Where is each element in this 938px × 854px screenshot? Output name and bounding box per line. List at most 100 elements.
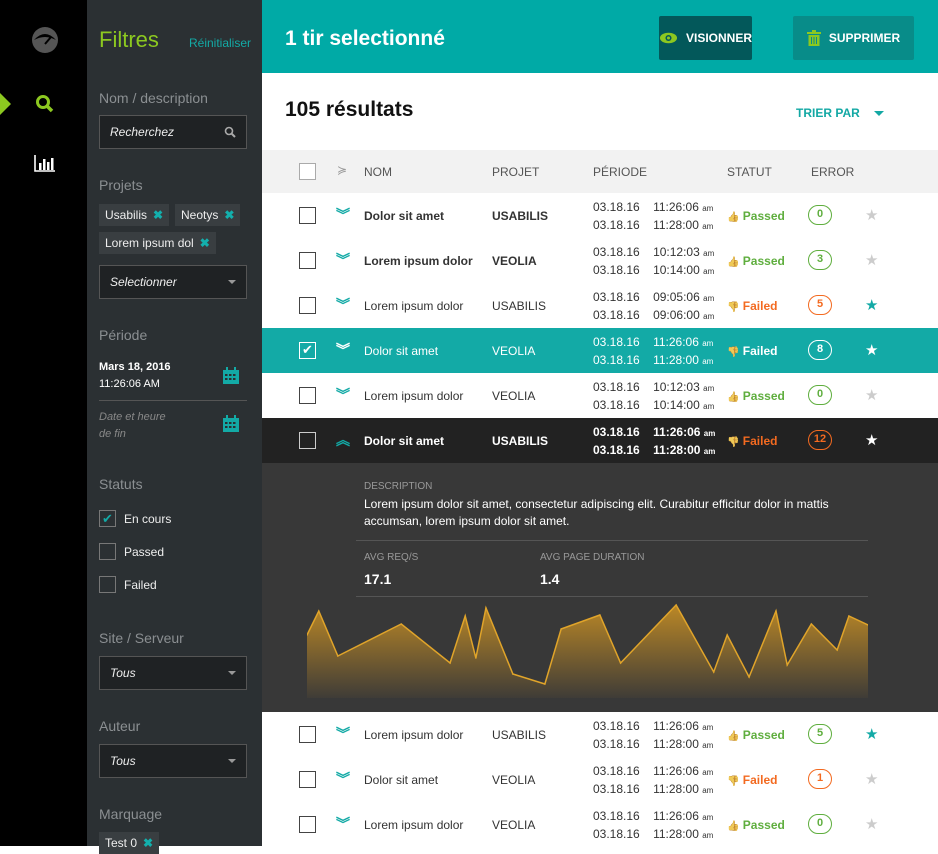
row-checkbox[interactable] [299,726,316,743]
row-detail-panel: DESCRIPTION Lorem ipsum dolor sit amet, … [262,463,938,712]
reset-link[interactable]: Réinitialiser [189,36,252,50]
tag-label: Usabilis [105,208,148,222]
star-icon[interactable]: ★ [865,252,879,269]
table-row[interactable]: ︾ Lorem ipsum dolor VEOLIA 03.18.16 10:12:0… [262,238,938,283]
thumbs-down-icon: 👎 [727,776,740,787]
row-name[interactable]: Lorem ipsum dolor [364,389,464,403]
table-row[interactable]: ︾ Dolor sit amet VEOLIA 03.18.16 11:26:06 a… [262,757,938,802]
row-name[interactable]: Lorem ipsum dolor [364,299,464,313]
table-row[interactable]: ✔ ︾ Dolor sit amet VEOLIA 03.18.16 11:26:06 … [262,328,938,373]
end-date-input[interactable]: Date et heure de fin [99,409,166,443]
status-en-cours-checkbox[interactable]: ✔ En cours [99,510,171,527]
start-date: 03.18.16 [593,335,640,349]
status-failed-checkbox[interactable]: Failed [99,576,157,593]
chart-point [337,655,339,657]
row-name[interactable]: Lorem ipsum dolor [364,254,473,268]
status-text: Passed [742,209,785,223]
calendar-icon[interactable] [222,367,240,385]
chart-icon[interactable] [30,148,60,178]
status-text: Passed [742,728,785,742]
star-icon[interactable]: ★ [865,771,879,788]
error-count: 3 [808,250,832,270]
author-select[interactable]: Tous [99,744,247,778]
table-row[interactable]: ︾ Lorem ipsum dolor USABILIS 03.18.16 09:05… [262,283,938,328]
row-name[interactable]: Dolor sit amet [364,344,439,358]
row-name[interactable]: Dolor sit amet [364,209,445,223]
column-status[interactable]: STATUT [727,165,772,179]
row-checkbox[interactable] [299,252,316,269]
row-name[interactable]: Dolor sit amet [364,434,445,448]
table-row[interactable]: ︾ Lorem ipsum dolor VEOLIA 03.18.16 11:26:0… [262,802,938,847]
column-error[interactable]: ERROR [811,165,855,179]
expand-chevron-icon[interactable]: ︾ [336,252,350,268]
delete-button[interactable]: SUPPRIMER [793,16,914,60]
star-icon[interactable]: ★ [865,816,879,833]
site-select[interactable]: Tous [99,656,247,690]
project-select[interactable]: Selectionner [99,265,247,299]
start-date: 03.18.16 [593,425,640,439]
star-icon[interactable]: ★ [865,207,879,224]
row-checkbox[interactable] [299,207,316,224]
avg-page-label: AVG PAGE DURATION [540,552,645,563]
row-checkbox[interactable]: ✔ [299,342,316,359]
search-icon[interactable] [30,89,60,119]
column-period[interactable]: PÉRIODE [593,165,648,179]
star-icon[interactable]: ★ [865,726,879,743]
row-name[interactable]: Lorem ipsum dolor [364,818,464,832]
filters-sidebar: Filtres Réinitialiser Nom / description … [87,0,262,854]
calendar-icon[interactable] [222,415,240,433]
collapse-chevron-icon[interactable]: ︽ [336,432,350,448]
row-period: 03.18.16 11:26:06 am 03.18.16 11:28:00 am [593,424,715,460]
remove-tag-icon[interactable]: ✖ [153,208,164,222]
expand-chevron-icon[interactable]: ︾ [336,726,350,742]
star-icon[interactable]: ★ [865,387,879,404]
ampm: am [702,831,714,840]
view-button[interactable]: VISIONNER [659,16,752,60]
period-label: Période [99,327,148,343]
table-row[interactable]: ︾ Lorem ipsum dolor VEOLIA 03.18.16 10:12:0… [262,373,938,418]
expand-chevron-icon[interactable]: ︾ [336,387,350,403]
row-checkbox[interactable] [299,771,316,788]
expand-chevron-icon[interactable]: ︾ [336,771,350,787]
row-checkbox[interactable] [299,297,316,314]
sort-dropdown[interactable]: TRIER PAR [796,106,884,120]
thumbs-up-icon: 👍 [727,392,740,403]
checkbox[interactable] [99,576,116,593]
column-project[interactable]: PROJET [492,165,540,179]
expand-all-icon[interactable]: ≽ [337,163,348,177]
star-icon[interactable]: ★ [865,432,879,449]
search-input[interactable]: Recherchez [99,115,247,149]
expand-chevron-icon[interactable]: ︾ [336,816,350,832]
remove-tag-icon[interactable]: ✖ [224,208,235,222]
start-time[interactable]: 11:26:06 AM [99,378,160,390]
select-all-checkbox[interactable] [299,163,316,180]
thumbs-down-icon: 👎 [727,437,740,448]
row-period: 03.18.16 10:12:03 am 03.18.16 10:14:00 am [593,244,714,280]
ampm: am [702,768,714,777]
remove-tag-icon[interactable]: ✖ [199,236,210,250]
column-name[interactable]: NOM [364,165,392,179]
row-checkbox[interactable] [299,432,316,449]
star-icon[interactable]: ★ [865,297,879,314]
row-name[interactable]: Lorem ipsum dolor [364,728,464,742]
checkbox[interactable] [99,543,116,560]
start-time: 11:26:06 [653,764,699,778]
remove-tag-icon[interactable]: ✖ [143,836,154,850]
start-date[interactable]: Mars 18, 2016 [99,361,171,373]
caret-down-icon [228,280,236,284]
row-name[interactable]: Dolor sit amet [364,773,439,787]
table-row[interactable]: ︾ Lorem ipsum dolor USABILIS 03.18.16 11:26… [262,712,938,757]
table-row[interactable]: ︽ Dolor sit amet USABILIS 03.18.16 11:26:06… [262,418,938,463]
checkbox-label: Failed [124,577,157,592]
status-passed-checkbox[interactable]: Passed [99,543,164,560]
divider [99,400,247,401]
expand-chevron-icon[interactable]: ︾ [336,342,350,358]
expand-chevron-icon[interactable]: ︾ [336,297,350,313]
expand-chevron-icon[interactable]: ︾ [336,207,350,223]
checkbox-checked[interactable]: ✔ [99,510,116,527]
row-checkbox[interactable] [299,387,316,404]
row-checkbox[interactable] [299,816,316,833]
start-time: 11:26:06 [653,719,699,733]
star-icon[interactable]: ★ [865,342,879,359]
table-row[interactable]: ︾ Dolor sit amet USABILIS 03.18.16 11:26:06… [262,193,938,238]
